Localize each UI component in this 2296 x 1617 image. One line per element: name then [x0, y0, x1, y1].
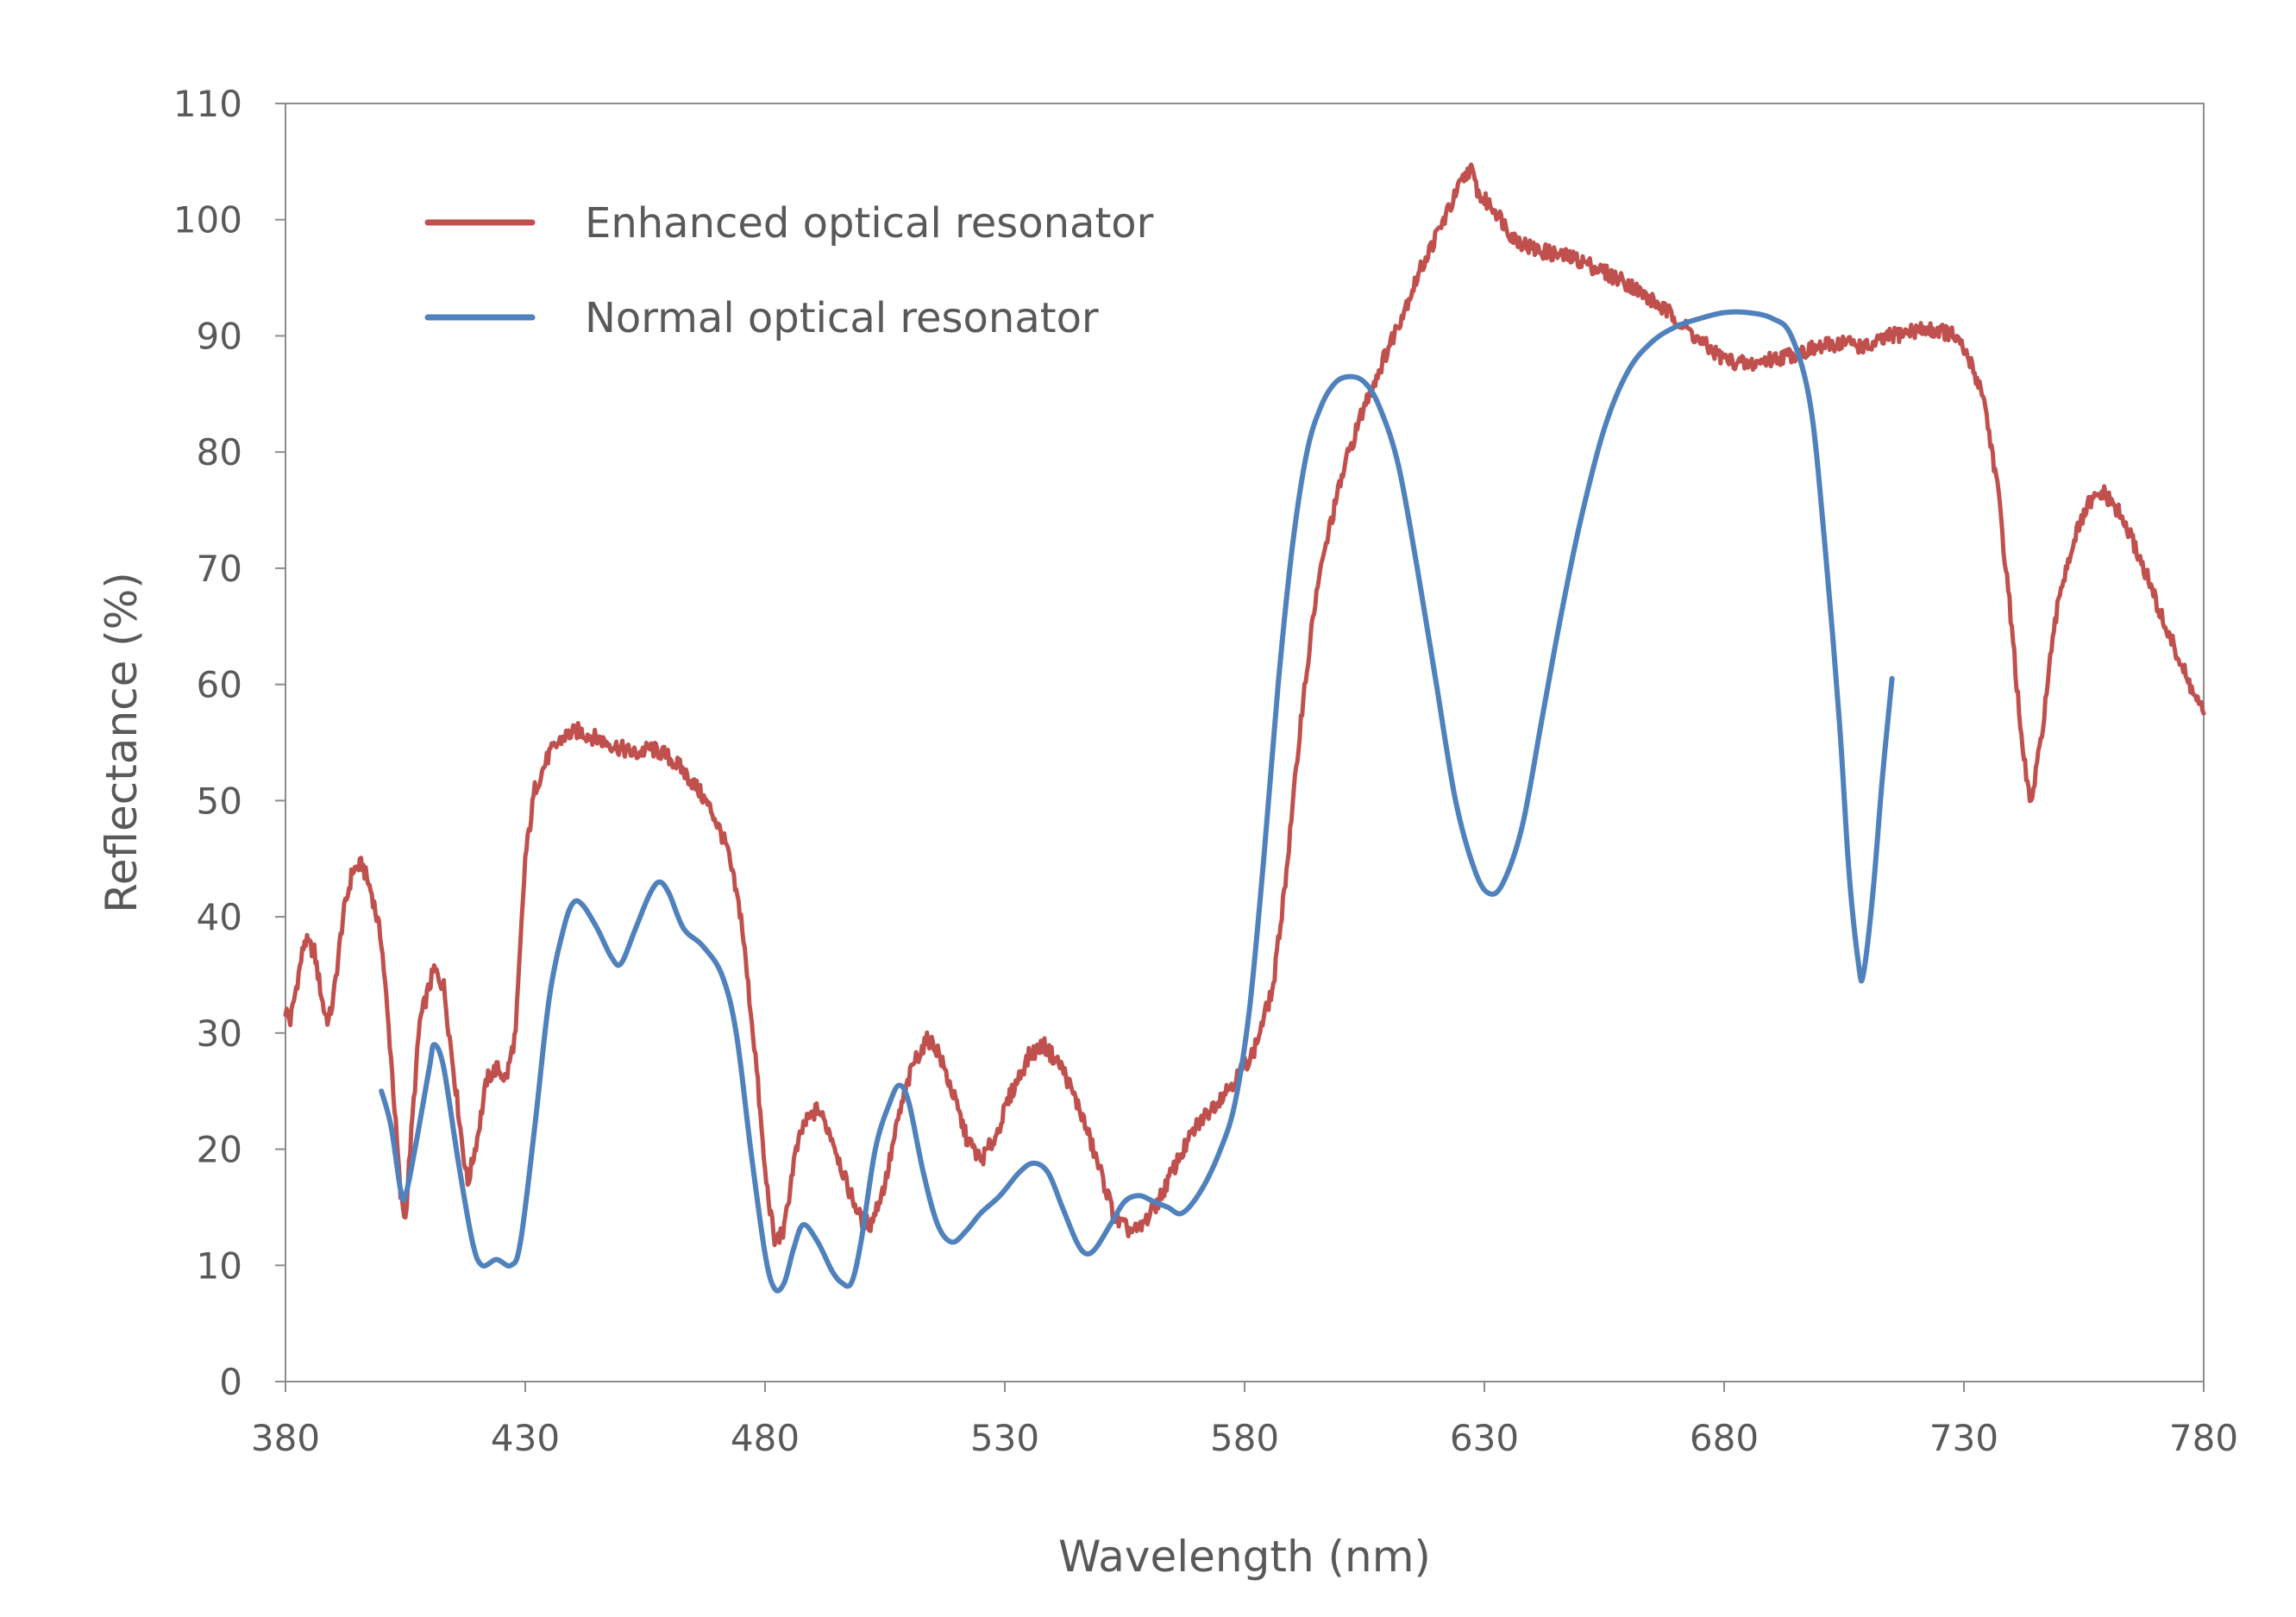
series-line-normal — [379, 309, 1895, 1294]
x-tick-label: 580 — [1210, 1417, 1279, 1459]
x-tick-label: 380 — [251, 1417, 320, 1459]
y-tick-label: 90 — [197, 315, 242, 357]
y-tick-label: 10 — [197, 1244, 242, 1287]
x-tick-label: 730 — [1929, 1417, 1998, 1459]
x-tick-label: 530 — [970, 1417, 1039, 1459]
x-tick-label: 430 — [491, 1417, 560, 1459]
x-tick-label: 480 — [731, 1417, 800, 1459]
y-tick-label: 100 — [173, 199, 242, 241]
y-tick-label: 40 — [197, 896, 242, 938]
y-tick-label: 20 — [197, 1129, 242, 1171]
x-tick-label: 630 — [1450, 1417, 1519, 1459]
y-tick-label: 50 — [197, 780, 242, 822]
y-tick-label: 0 — [219, 1361, 242, 1403]
y-tick-label: 70 — [197, 548, 242, 590]
y-tick-label: 60 — [197, 664, 242, 706]
x-axis-title: Wavelength (nm) — [1058, 1532, 1431, 1582]
legend-label: Enhanced optical resonator — [585, 199, 1154, 248]
x-tick-label: 780 — [2169, 1417, 2238, 1459]
y-axis-title: Reflectance (%) — [97, 572, 147, 913]
y-tick-label: 30 — [197, 1012, 242, 1055]
x-tick-label: 680 — [1690, 1417, 1759, 1459]
y-tick-label: 80 — [197, 431, 242, 473]
y-tick-label: 110 — [173, 83, 242, 125]
legend-label: Normal optical resonator — [585, 294, 1099, 342]
